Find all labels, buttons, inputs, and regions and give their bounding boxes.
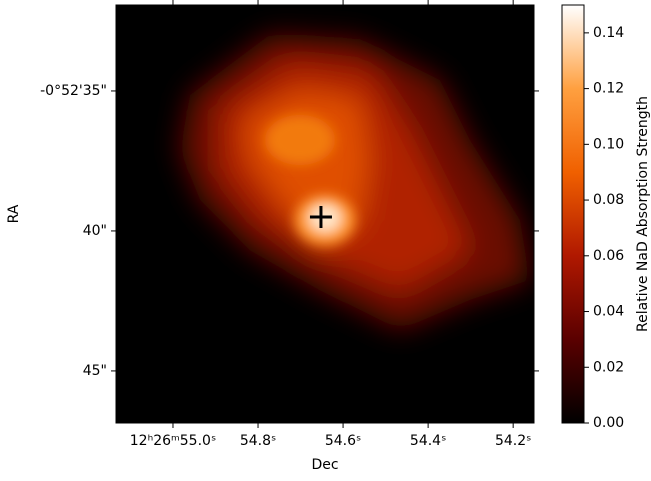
x-tick-label: 12ʰ26ᵐ55.0ˢ bbox=[130, 433, 216, 449]
colorbar-tick-label: 0.02 bbox=[593, 359, 624, 375]
colorbar-label: Relative NaD Absorption Strength bbox=[635, 96, 651, 332]
colorbar bbox=[561, 4, 585, 424]
y-tick-label: 40" bbox=[83, 223, 107, 239]
y-tick-label: -0°52'35" bbox=[40, 83, 107, 99]
colorbar-tick-label: 0.06 bbox=[593, 248, 624, 264]
center-marker bbox=[309, 205, 332, 228]
colorbar-tick-label: 0.04 bbox=[593, 304, 624, 320]
colorbar-tick-label: 0.14 bbox=[593, 25, 624, 41]
x-tick-label: 54.6ˢ bbox=[325, 433, 361, 449]
plot-frame bbox=[115, 4, 535, 424]
x-tick-label: 54.4ˢ bbox=[410, 433, 446, 449]
colorbar-tick-label: 0.10 bbox=[593, 136, 624, 152]
y-tick-label: 45" bbox=[83, 363, 107, 379]
x-axis-label: Dec bbox=[311, 457, 338, 473]
x-tick-label: 54.8ˢ bbox=[240, 433, 276, 449]
x-tick-label: 54.2ˢ bbox=[495, 433, 531, 449]
colorbar-tick-label: 0.00 bbox=[593, 415, 624, 431]
colorbar-tick-label: 0.08 bbox=[593, 192, 624, 208]
absorption-map bbox=[180, 35, 530, 330]
colorbar-tick-label: 0.12 bbox=[593, 81, 624, 97]
y-axis-label: RA bbox=[6, 204, 22, 223]
